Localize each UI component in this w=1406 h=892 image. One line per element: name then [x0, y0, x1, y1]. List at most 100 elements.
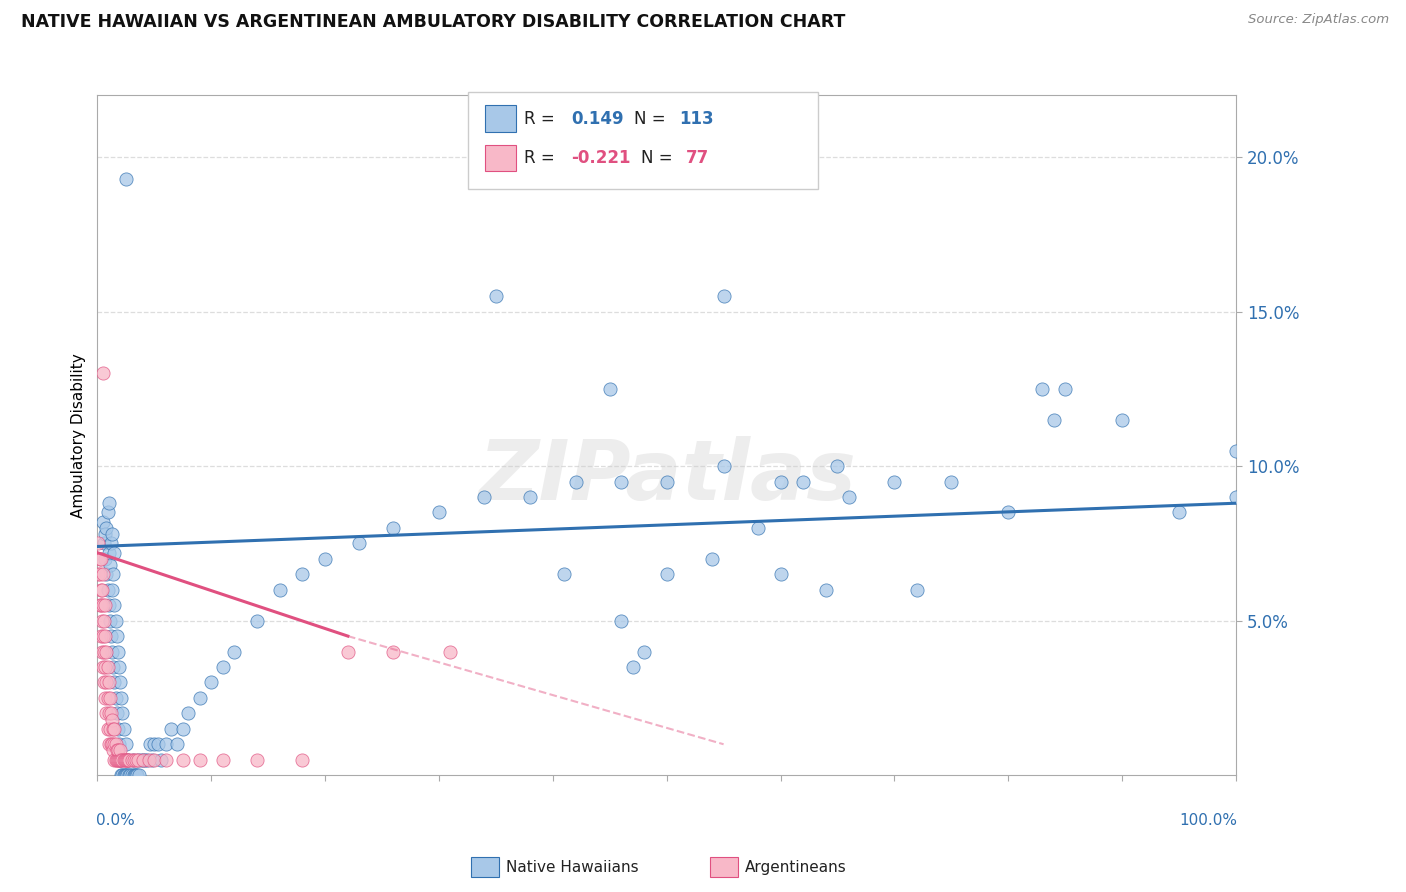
Point [655, 567, 678, 582]
Point [1225, 443, 1247, 458]
Point [108, 753, 131, 767]
Point [200, 675, 222, 690]
Point [1111, 413, 1133, 427]
Point [177, 706, 200, 721]
Point [104, 753, 127, 767]
Text: R =: R = [524, 110, 561, 128]
Text: Source: ZipAtlas.com: Source: ZipAtlas.com [1249, 13, 1389, 27]
Point [564, 475, 586, 489]
Point [100, 737, 122, 751]
Point [166, 737, 188, 751]
Point [747, 521, 769, 535]
Point [519, 490, 541, 504]
Point [127, 768, 149, 782]
Point [610, 614, 633, 628]
Point [103, 743, 125, 757]
Point [121, 753, 143, 767]
Point [127, 753, 149, 767]
Point [91, 515, 114, 529]
Point [105, 753, 128, 767]
Point [427, 506, 450, 520]
Point [702, 551, 724, 566]
Point [105, 706, 128, 721]
Point [90, 582, 112, 597]
Point [997, 506, 1019, 520]
Point [172, 753, 194, 767]
Point [125, 753, 148, 767]
Point [118, 768, 141, 782]
Point [222, 644, 245, 658]
Point [103, 722, 125, 736]
Point [96, 567, 118, 582]
Text: Argentineans: Argentineans [745, 860, 846, 874]
Point [610, 475, 633, 489]
Point [155, 737, 177, 751]
Point [97, 660, 120, 674]
Point [101, 737, 124, 751]
Point [108, 743, 131, 757]
Point [150, 753, 173, 767]
Point [103, 546, 125, 560]
Point [838, 490, 860, 504]
Point [146, 737, 169, 751]
Point [769, 475, 792, 489]
Point [655, 475, 678, 489]
Point [125, 768, 148, 782]
Point [98, 614, 121, 628]
Point [1031, 382, 1053, 396]
Text: ZIPatlas: ZIPatlas [478, 435, 856, 516]
Point [91, 660, 114, 674]
Point [114, 753, 136, 767]
Point [91, 629, 114, 643]
Point [124, 768, 146, 782]
Point [129, 753, 152, 767]
Point [91, 567, 114, 582]
Text: Native Hawaiians: Native Hawaiians [506, 860, 638, 874]
Point [138, 753, 160, 767]
Point [93, 644, 115, 658]
Point [112, 768, 135, 782]
Point [246, 753, 269, 767]
Point [633, 644, 655, 658]
Text: R =: R = [524, 149, 561, 167]
Point [111, 768, 134, 782]
Point [121, 768, 143, 782]
Point [122, 768, 145, 782]
Point [108, 675, 131, 690]
Point [211, 660, 233, 674]
Point [97, 722, 120, 736]
Point [90, 614, 112, 628]
Point [127, 753, 149, 767]
Point [291, 567, 314, 582]
Point [108, 737, 131, 751]
Point [103, 598, 125, 612]
Point [155, 753, 177, 767]
Point [114, 171, 136, 186]
Point [89, 567, 111, 582]
Point [769, 567, 792, 582]
Point [90, 629, 112, 643]
Point [349, 536, 371, 550]
Point [114, 737, 136, 751]
Point [94, 598, 117, 612]
Point [98, 722, 121, 736]
Point [97, 496, 120, 510]
Point [474, 490, 496, 504]
Text: 100.0%: 100.0% [1180, 813, 1237, 828]
Point [108, 660, 131, 674]
Point [382, 521, 405, 535]
Text: N =: N = [641, 149, 678, 167]
Point [100, 629, 122, 643]
Point [90, 582, 112, 597]
Point [115, 753, 138, 767]
Point [105, 629, 128, 643]
Text: 0.149: 0.149 [571, 110, 623, 128]
Point [108, 753, 131, 767]
Point [143, 737, 166, 751]
Point [103, 675, 125, 690]
Point [112, 722, 135, 736]
Point [121, 753, 143, 767]
Point [96, 644, 118, 658]
Point [97, 737, 120, 751]
Point [104, 690, 127, 705]
